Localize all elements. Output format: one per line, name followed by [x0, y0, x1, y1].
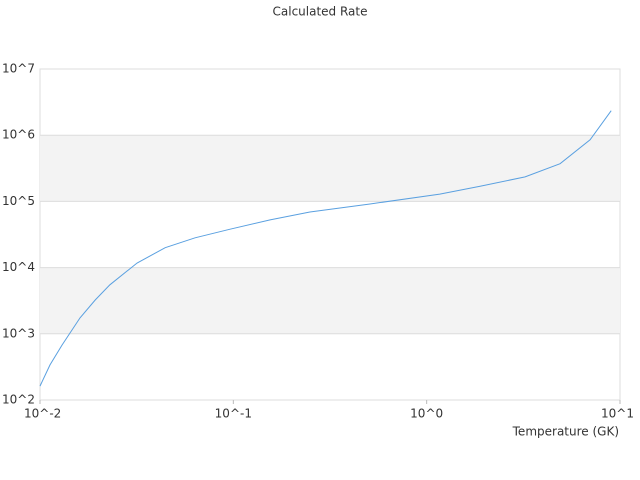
data-line: [39, 110, 612, 387]
grid-band: [40, 267, 620, 334]
x-tick-label: 10^0: [410, 407, 443, 421]
x-tick-label: 10^1: [601, 407, 634, 421]
y-tick-label: 10^6: [2, 128, 35, 142]
y-tick-label: 10^7: [2, 62, 35, 76]
grid-band: [40, 135, 620, 202]
plot-area: [39, 68, 621, 401]
y-tick-label: 10^2: [2, 393, 35, 407]
y-tick-label: 10^4: [2, 260, 35, 274]
y-tick-label: 10^5: [2, 194, 35, 208]
x-axis-label: Temperature (GK): [512, 425, 619, 439]
x-tick-label: 10^-1: [215, 407, 252, 421]
chart-title: Calculated Rate: [273, 5, 368, 19]
x-tick-label: 10^-2: [24, 407, 61, 421]
y-tick-label: 10^3: [2, 326, 35, 340]
